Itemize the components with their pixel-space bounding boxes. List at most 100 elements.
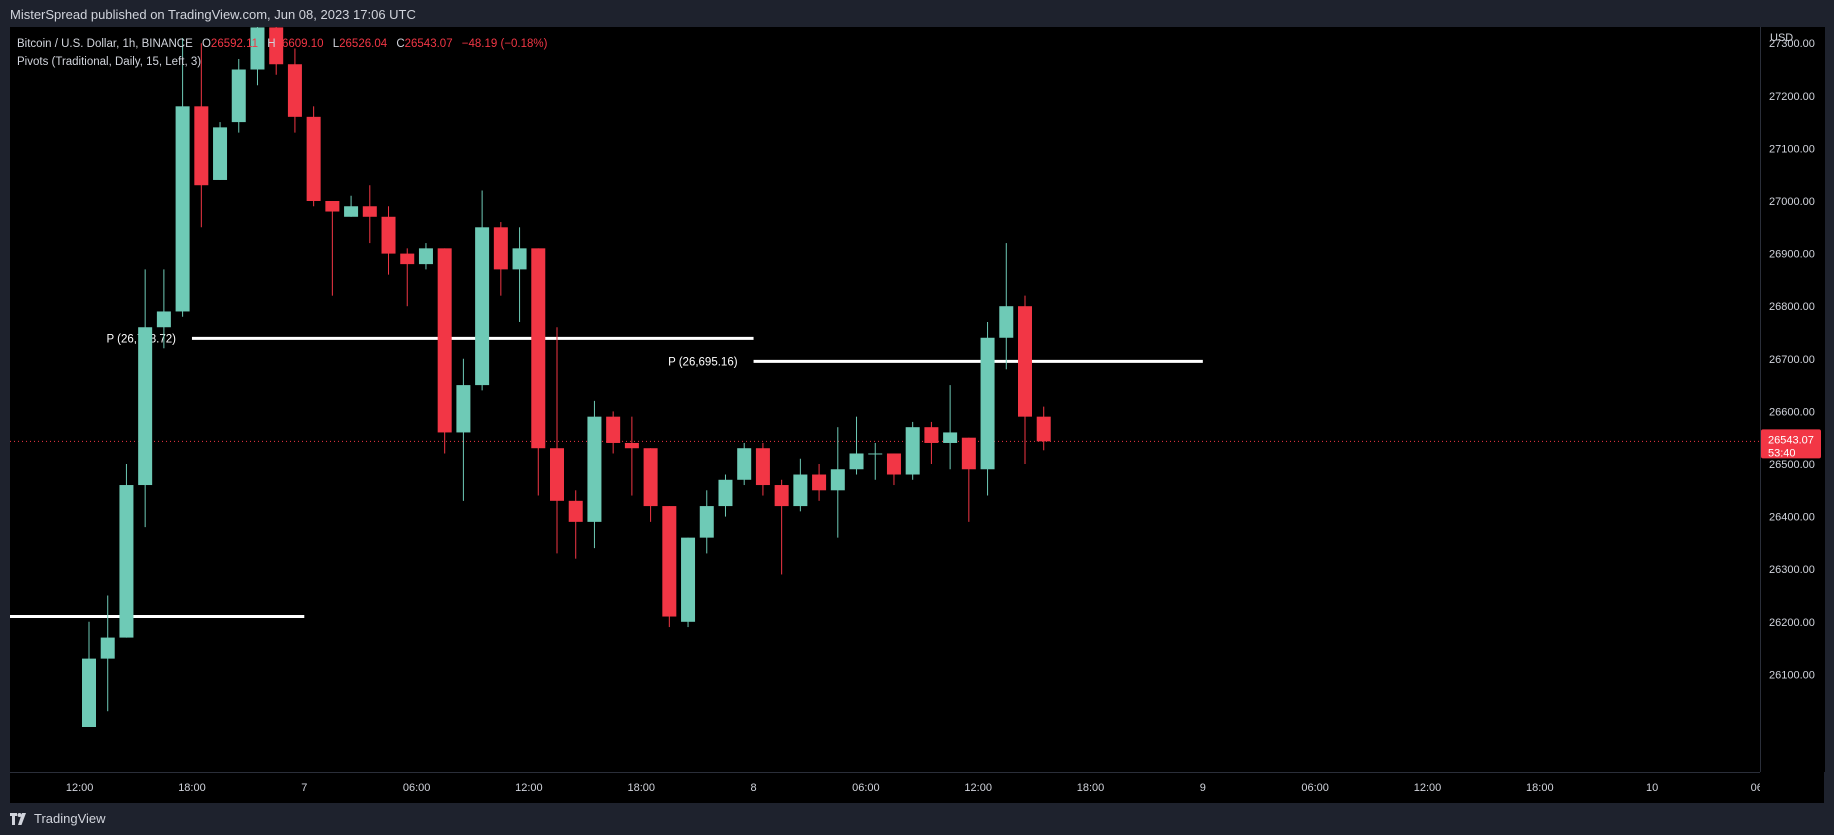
legend-ohlc-row: Bitcoin / U.S. Dollar, 1h, BINANCE O2659… <box>17 35 547 53</box>
time-tick-label: 18:00 <box>627 782 655 794</box>
candle <box>643 448 658 507</box>
price-axis[interactable]: USD 26100.00 26200.00 26300.00 26400.00 26500… <box>1760 27 1825 772</box>
candle <box>624 442 639 449</box>
price-tick-label: 26300.00 <box>1769 564 1815 576</box>
candle <box>606 416 621 443</box>
change-value: −48.19 (−0.18%) <box>461 38 548 50</box>
high-label: H <box>267 38 276 50</box>
price-tick-label: 26900.00 <box>1769 249 1815 261</box>
candle <box>737 448 752 480</box>
candle <box>587 416 602 522</box>
candle <box>999 306 1014 338</box>
publisher-bar: MisterSpread published on TradingView.co… <box>0 0 1834 27</box>
last-price-countdown: 53:40 <box>1768 447 1796 459</box>
candle <box>774 485 789 507</box>
price-tick-label: 27000.00 <box>1769 196 1815 208</box>
price-tick-label: 26400.00 <box>1769 512 1815 524</box>
candle <box>905 427 920 475</box>
candle <box>325 201 340 212</box>
candle <box>681 537 696 622</box>
time-tick-label: 9 <box>1200 782 1206 794</box>
candle <box>344 206 359 217</box>
candle <box>1018 306 1032 417</box>
price-tick-label: 26100.00 <box>1769 669 1815 681</box>
time-tick-label: 12:00 <box>515 782 543 794</box>
time-tick-label: 12:00 <box>1414 782 1442 794</box>
time-tick-label: 18:00 <box>178 782 206 794</box>
pivot-label: P (26,695.16) <box>668 356 738 368</box>
time-axis-svg[interactable]: 12:00 18:00 7 06:00 12:00 18:00 8 06:00 12:00 18:… <box>10 773 1760 804</box>
price-tick-label: 27100.00 <box>1769 143 1815 155</box>
candle <box>194 106 209 186</box>
low-label: L <box>332 38 340 50</box>
candle <box>718 479 733 507</box>
time-tick-label: 18:00 <box>1526 782 1554 794</box>
candle <box>755 448 770 486</box>
price-tick-label: 26800.00 <box>1769 301 1815 313</box>
time-tick-label: 18:00 <box>1077 782 1105 794</box>
candle <box>231 69 246 123</box>
price-tick-label: 26200.00 <box>1769 617 1815 629</box>
candle <box>269 27 284 65</box>
candle <box>362 206 377 217</box>
price-tick-label: 26500.00 <box>1769 459 1815 471</box>
time-tick-label: 10 <box>1646 782 1658 794</box>
symbol-title[interactable]: Bitcoin / U.S. Dollar, 1h, BINANCE <box>17 38 193 50</box>
candle <box>868 453 883 455</box>
candle <box>812 474 827 491</box>
tradingview-logo-icon <box>10 812 26 825</box>
candle <box>418 248 433 265</box>
candle <box>943 432 958 443</box>
price-tick-label: 27200.00 <box>1769 91 1815 103</box>
legend: Bitcoin / U.S. Dollar, 1h, BINANCE O2659… <box>17 35 547 71</box>
close-value: 26543.07 <box>404 38 453 50</box>
last-price-badge <box>1761 429 1821 459</box>
publisher-text: MisterSpread published on TradingView.co… <box>10 7 416 22</box>
candle <box>100 637 115 659</box>
currency-label: USD <box>1770 32 1793 44</box>
candle <box>156 311 171 328</box>
candle <box>662 506 677 617</box>
candle <box>213 127 228 180</box>
indicator-row[interactable]: Pivots (Traditional, Daily, 15, Left, 3) <box>17 53 547 71</box>
frame-left <box>0 27 10 803</box>
open-value: 26592.11 <box>210 38 259 50</box>
last-price-value: 26543.07 <box>1768 434 1814 446</box>
candle <box>381 216 396 254</box>
candle <box>456 385 471 433</box>
candle <box>475 227 490 386</box>
candlestick-plot[interactable]: P (26,738.72)P (26,695.16) <box>10 27 1760 772</box>
candle <box>82 658 96 727</box>
candle <box>400 253 415 265</box>
candle <box>793 474 808 507</box>
candle <box>287 64 302 117</box>
time-tick-label: 06:00 <box>1751 782 1760 794</box>
chart-pane[interactable]: P (26,738.72)P (26,695.16) <box>10 27 1760 772</box>
candle <box>830 469 845 491</box>
candle <box>512 248 527 270</box>
time-tick-label: 12:00 <box>964 782 992 794</box>
candle <box>531 248 546 449</box>
price-axis-svg[interactable]: USD 26100.00 26200.00 26300.00 26400.00 26500… <box>1761 27 1825 772</box>
price-tick-label: 27300.00 <box>1769 38 1815 50</box>
candle <box>250 27 265 70</box>
candle <box>119 485 134 638</box>
time-tick-label: 06:00 <box>852 782 880 794</box>
candle <box>493 227 508 270</box>
candle <box>550 448 564 501</box>
close-label: C <box>396 38 405 50</box>
time-tick-label: 06:00 <box>403 782 431 794</box>
price-tick-label: 26700.00 <box>1769 354 1815 366</box>
candle <box>924 427 939 443</box>
indicator-title[interactable]: Pivots (Traditional, Daily, 15, Left, 3) <box>17 56 202 68</box>
time-axis[interactable]: 12:00 18:00 7 06:00 12:00 18:00 8 06:00 12:00 18:… <box>10 772 1760 804</box>
time-tick-label: 12:00 <box>66 782 94 794</box>
candle <box>1036 416 1051 442</box>
candle <box>849 453 864 470</box>
tradingview-logo[interactable]: TradingView <box>10 811 106 826</box>
time-tick-label: 8 <box>750 782 756 794</box>
candle <box>568 500 583 522</box>
candle <box>961 437 976 470</box>
high-value: 26609.10 <box>275 38 324 50</box>
candle <box>138 327 153 486</box>
